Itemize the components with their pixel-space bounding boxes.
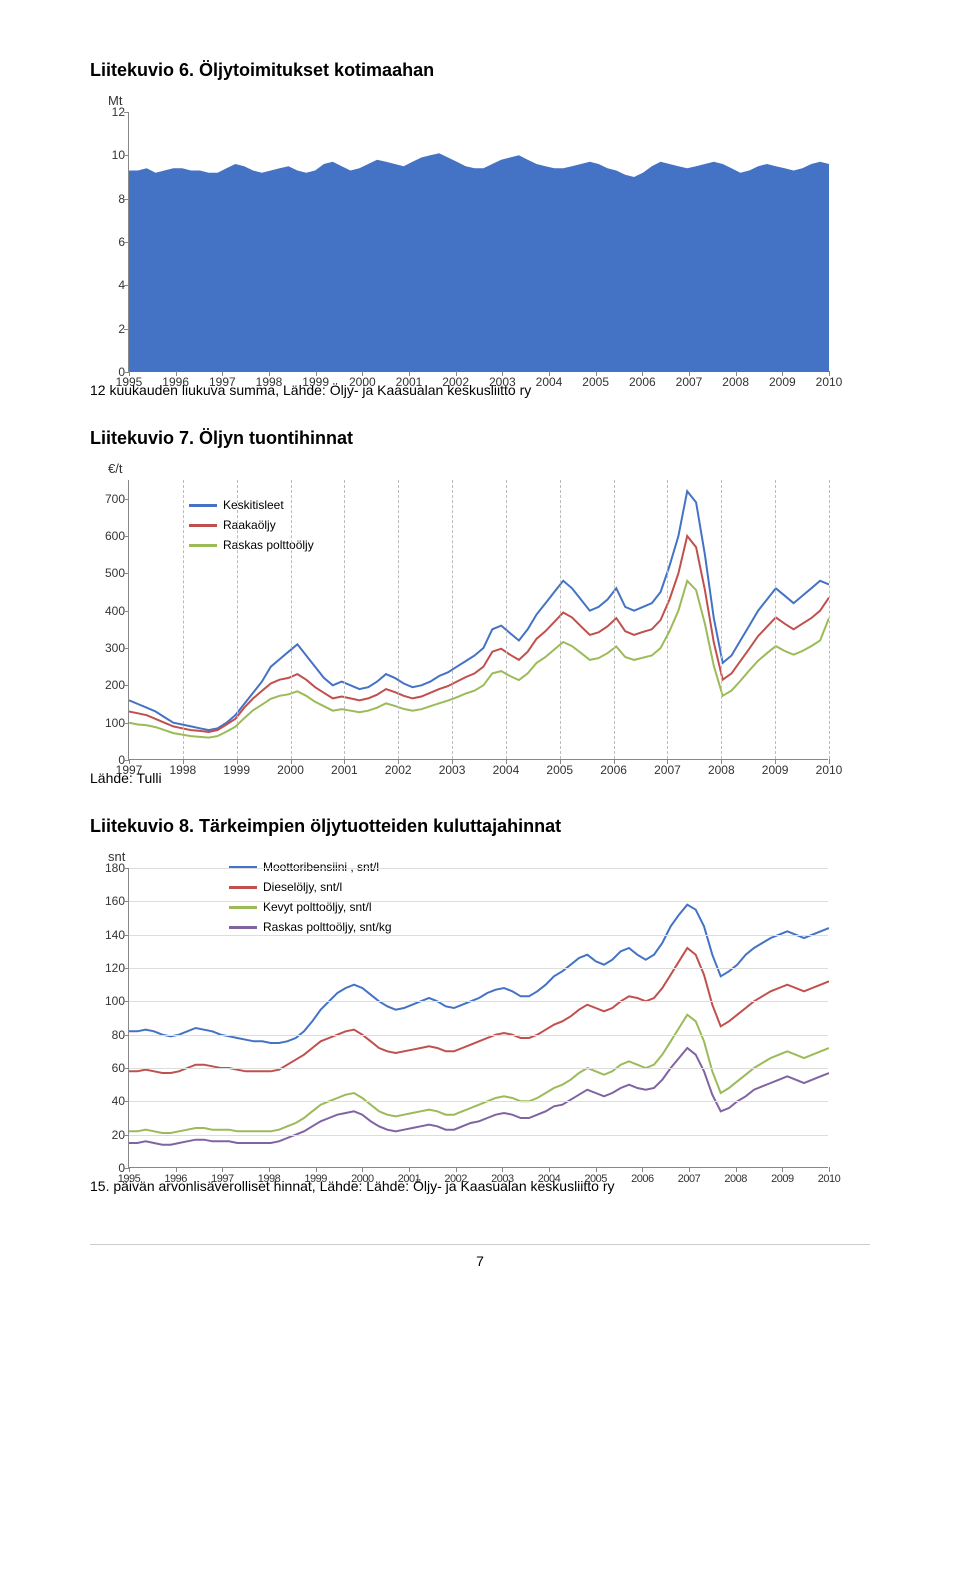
xtick-label: 2000 (277, 763, 304, 777)
xtick-label: 2003 (491, 1173, 513, 1185)
chart2-caption: Lähde: Tulli (90, 770, 870, 786)
xtick-label: 2007 (678, 1173, 700, 1185)
xtick-label: 2008 (708, 763, 735, 777)
xtick-label: 2000 (351, 1173, 373, 1185)
xtick-label: 2002 (385, 763, 412, 777)
xtick-label: 1999 (223, 763, 250, 777)
xtick-label: 2008 (724, 1173, 746, 1185)
xtick-label: 1996 (162, 375, 189, 389)
chart1-caption: 12 kuukauden liukuva summa, Lähde: Öljy-… (90, 382, 870, 398)
ytick-label: 500 (95, 566, 125, 580)
xtick-label: 1998 (256, 375, 283, 389)
xtick-label: 1997 (211, 1173, 233, 1185)
line-raakaoljy (129, 536, 829, 732)
xtick-label: 2000 (349, 375, 376, 389)
ytick-label: 180 (95, 861, 125, 875)
chart2-title: Liitekuvio 7. Öljyn tuontihinnat (90, 428, 870, 449)
xtick-label: 1999 (304, 1173, 326, 1185)
xtick-label: 2002 (444, 1173, 466, 1185)
xtick-label: 1998 (258, 1173, 280, 1185)
legend-item: Raskas polttoöljy, snt/kg (229, 920, 392, 934)
chart3-legend: Moottoribensiini , snt/l Dieselöljy, snt/… (229, 860, 392, 940)
ytick-label: 6 (95, 235, 125, 249)
xtick-label: 2010 (816, 763, 843, 777)
xtick-label: 2005 (584, 1173, 606, 1185)
ytick-label: 40 (95, 1094, 125, 1108)
xtick-label: 2001 (398, 1173, 420, 1185)
ytick-label: 20 (95, 1128, 125, 1142)
page-number: 7 (90, 1244, 870, 1269)
ytick-label: 200 (95, 678, 125, 692)
line-raskas (129, 581, 829, 738)
chart2-legend: Keskitisleet Raakaöljy Raskas polttoöljy (189, 498, 314, 558)
xtick-label: 2001 (331, 763, 358, 777)
ytick-label: 100 (95, 994, 125, 1008)
xtick-label: 2005 (582, 375, 609, 389)
area-series (129, 153, 829, 372)
ytick-label: 400 (95, 604, 125, 618)
xtick-label: 2003 (489, 375, 516, 389)
chart2: €/t Keskitisleet Raakaöljy Raskas polttoöl… (90, 461, 870, 760)
ytick-label: 120 (95, 961, 125, 975)
line-kevyt (129, 1015, 829, 1133)
xtick-label: 1998 (169, 763, 196, 777)
ytick-label: 8 (95, 192, 125, 206)
xtick-label: 2008 (722, 375, 749, 389)
legend-item: Dieselöljy, snt/l (229, 880, 392, 894)
xtick-label: 2004 (536, 375, 563, 389)
ytick-label: 160 (95, 894, 125, 908)
xtick-label: 2004 (493, 763, 520, 777)
xtick-label: 1997 (209, 375, 236, 389)
ytick-label: 60 (95, 1061, 125, 1075)
chart1-title: Liitekuvio 6. Öljytoimitukset kotimaahan (90, 60, 870, 81)
xtick-label: 2009 (769, 375, 796, 389)
xtick-label: 2002 (442, 375, 469, 389)
legend-item: Raakaöljy (189, 518, 314, 532)
xtick-label: 2007 (654, 763, 681, 777)
ytick-label: 140 (95, 928, 125, 942)
xtick-label: 2006 (631, 1173, 653, 1185)
xtick-label: 2009 (762, 763, 789, 777)
xtick-label: 2009 (771, 1173, 793, 1185)
ytick-label: 600 (95, 529, 125, 543)
legend-item: Moottoribensiini , snt/l (229, 860, 392, 874)
xtick-label: 1995 (118, 1173, 140, 1185)
ytick-label: 300 (95, 641, 125, 655)
chart2-yunit: €/t (90, 461, 870, 476)
ytick-label: 10 (95, 148, 125, 162)
chart1: Mt 0246810121995199619971998199920002001… (90, 93, 870, 372)
line-diesel (129, 948, 829, 1073)
xtick-label: 2004 (538, 1173, 560, 1185)
xtick-label: 2007 (676, 375, 703, 389)
xtick-label: 2010 (816, 375, 843, 389)
xtick-label: 2006 (629, 375, 656, 389)
xtick-label: 2006 (600, 763, 627, 777)
chart3-caption: 15. päivän arvonlisäverolliset hinnat, L… (90, 1178, 870, 1194)
legend-item: Keskitisleet (189, 498, 314, 512)
ytick-label: 2 (95, 322, 125, 336)
xtick-label: 2003 (439, 763, 466, 777)
xtick-label: 2005 (546, 763, 573, 777)
chart3-title: Liitekuvio 8. Tärkeimpien öljytuotteiden… (90, 816, 870, 837)
xtick-label: 2001 (396, 375, 423, 389)
ytick-label: 700 (95, 492, 125, 506)
xtick-label: 1997 (116, 763, 143, 777)
xtick-label: 1999 (302, 375, 329, 389)
chart3: snt Moottoribensiini , snt/l Dieselöljy, … (90, 849, 870, 1168)
xtick-label: 2010 (818, 1173, 840, 1185)
xtick-label: 1996 (164, 1173, 186, 1185)
xtick-label: 1995 (116, 375, 143, 389)
ytick-label: 80 (95, 1028, 125, 1042)
chart1-yunit: Mt (90, 93, 870, 108)
chart3-yunit: snt (90, 849, 870, 864)
ytick-label: 12 (95, 105, 125, 119)
legend-item: Raskas polttoöljy (189, 538, 314, 552)
ytick-label: 4 (95, 278, 125, 292)
ytick-label: 100 (95, 716, 125, 730)
